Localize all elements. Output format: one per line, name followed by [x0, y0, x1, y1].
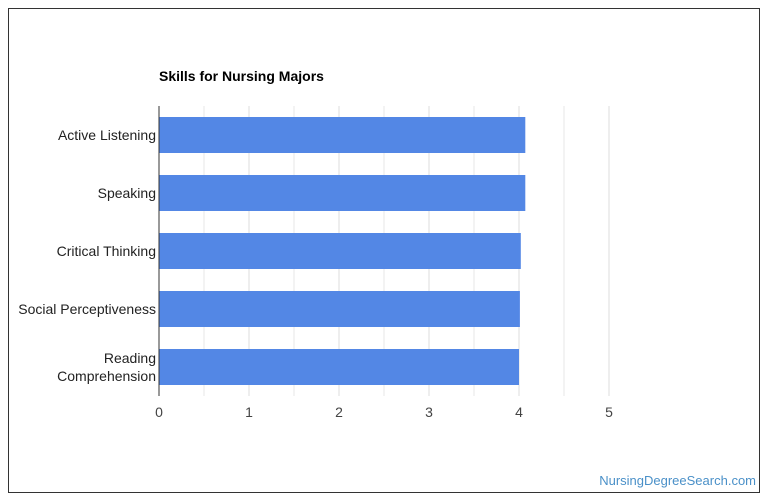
category-label: Reading Comprehension: [57, 350, 156, 384]
category-label: Critical Thinking: [57, 243, 156, 259]
x-tick-label: 5: [605, 404, 613, 420]
bar: [159, 233, 521, 269]
chart-title: Skills for Nursing Majors: [159, 68, 324, 84]
bar: [159, 291, 520, 327]
x-tick-label: 3: [425, 404, 433, 420]
bar: [159, 349, 519, 385]
source-link[interactable]: NursingDegreeSearch.com: [599, 473, 756, 488]
x-tick-label: 4: [515, 404, 523, 420]
x-tick-label: 2: [335, 404, 343, 420]
category-label: Social Perceptiveness: [18, 301, 156, 317]
category-label: Active Listening: [58, 127, 156, 143]
x-tick-labels: 0 1 2 3 4 5: [155, 404, 613, 420]
category-label: Speaking: [98, 185, 156, 201]
bar: [159, 175, 526, 211]
bar: [159, 117, 526, 153]
x-tick-label: 0: [155, 404, 163, 420]
bars: [159, 117, 526, 385]
x-tick-label: 1: [245, 404, 253, 420]
category-labels: Active Listening Speaking Critical Thinkin…: [18, 127, 156, 384]
